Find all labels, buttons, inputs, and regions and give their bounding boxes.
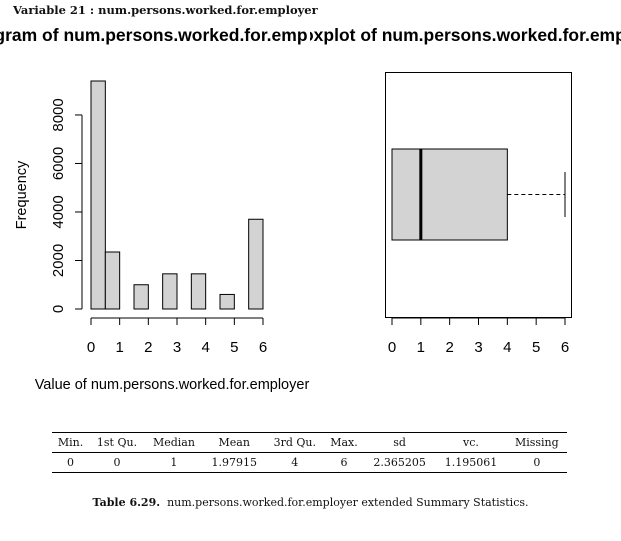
histogram-bar — [162, 273, 178, 310]
table-row: 0 0 1 1.97915 4 6 2.365205 1.195061 0 — [52, 453, 567, 473]
table-cell: 6 — [340, 456, 348, 469]
boxplot-x-tick-label: 2 — [445, 339, 453, 356]
table-cell: 2.365205 — [373, 456, 426, 469]
table-cell: 1.97915 — [211, 456, 257, 469]
boxplot-x-tick-label: 0 — [388, 339, 396, 356]
histogram-y-tick-label: 0 — [50, 305, 67, 313]
histogram-y-tick-label: 4000 — [50, 195, 67, 228]
histogram-y-tick-label: 6000 — [50, 147, 67, 180]
table-header-cell: Median — [144, 432, 203, 453]
histogram-x-tick-label: 2 — [144, 339, 152, 356]
boxplot-x-tick-label: 5 — [532, 339, 540, 356]
histogram-y-axis-label: Frequency — [14, 160, 30, 229]
variable-heading: Variable 21 : num.persons.worked.for.emp… — [13, 3, 318, 17]
table-header-cell: Max. — [324, 432, 364, 453]
table-caption: Table 6.29. num.persons.worked.for.emplo… — [0, 496, 621, 509]
boxplot-box — [391, 148, 508, 241]
histogram-x-tick-label: 0 — [87, 339, 95, 356]
histogram-x-tick-label: 5 — [230, 339, 238, 356]
boxplot-x-tick-label: 1 — [417, 339, 425, 356]
histogram-x-tick-label: 6 — [259, 339, 267, 356]
boxplot-x-tick-label: 3 — [474, 339, 482, 356]
table-cell: 1.195061 — [444, 456, 498, 469]
table-cell: 0 — [533, 456, 541, 469]
histogram-x-tick-label: 1 — [115, 339, 123, 356]
boxplot-x-tick-label: 4 — [503, 339, 511, 356]
histogram-bar — [219, 293, 235, 310]
boxplot-chart: 0 1 2 3 4 5 6 — [385, 72, 572, 356]
table-header-cell: vc. — [435, 432, 507, 453]
table-cell: 4 — [291, 456, 299, 469]
table-header-cell: Missing — [506, 432, 567, 453]
boxplot-x-tick-label: 6 — [561, 339, 569, 356]
table-header-cell: Mean — [202, 432, 266, 453]
caption-text: num.persons.worked.for.employer extended… — [167, 496, 529, 509]
histogram-x-tick-label: 3 — [173, 339, 181, 356]
histogram-y-tick-label: 2000 — [50, 244, 67, 277]
histogram-chart: 0 1 2 3 4 5 6 0 2000 4000 6000 8000 — [50, 80, 267, 356]
histogram-bar — [90, 80, 106, 310]
boxplot-title: Boxplot of num.persons.worked.for.employ… — [290, 25, 621, 45]
histogram-y-tick-label: 8000 — [50, 98, 67, 131]
histogram-bar — [190, 273, 207, 310]
histogram-x-axis-label: Value of num.persons.worked.for.employer — [35, 377, 310, 393]
summary-statistics-table: Min. 1st Qu. Median Mean 3rd Qu. Max. sd vc. Mis… — [52, 432, 567, 473]
plots-area: Histogram of num.persons.worked.for.empl… — [0, 25, 621, 393]
histogram-title: Histogram of num.persons.worked.for.empl… — [0, 25, 350, 45]
table-header-row: Min. 1st Qu. Median Mean 3rd Qu. Max. sd vc. Mis… — [52, 432, 567, 453]
histogram-bar — [104, 251, 121, 310]
caption-label: Table 6.29. — [92, 496, 161, 509]
table-header-cell: 1st Qu. — [89, 432, 145, 453]
table-header-cell: 3rd Qu. — [265, 432, 325, 453]
histogram-x-tick-label: 4 — [201, 339, 209, 356]
table-body: 0 0 1 1.97915 4 6 2.365205 1.195061 0 — [52, 453, 567, 473]
table-cell: 0 — [67, 456, 75, 469]
table-cell: 0 — [113, 456, 121, 469]
histogram-bar — [133, 284, 149, 310]
histogram-bar — [248, 218, 264, 310]
table-header-cell: sd — [363, 432, 436, 453]
table-cell: 1 — [170, 456, 178, 469]
table-header-cell: Min. — [52, 432, 90, 453]
